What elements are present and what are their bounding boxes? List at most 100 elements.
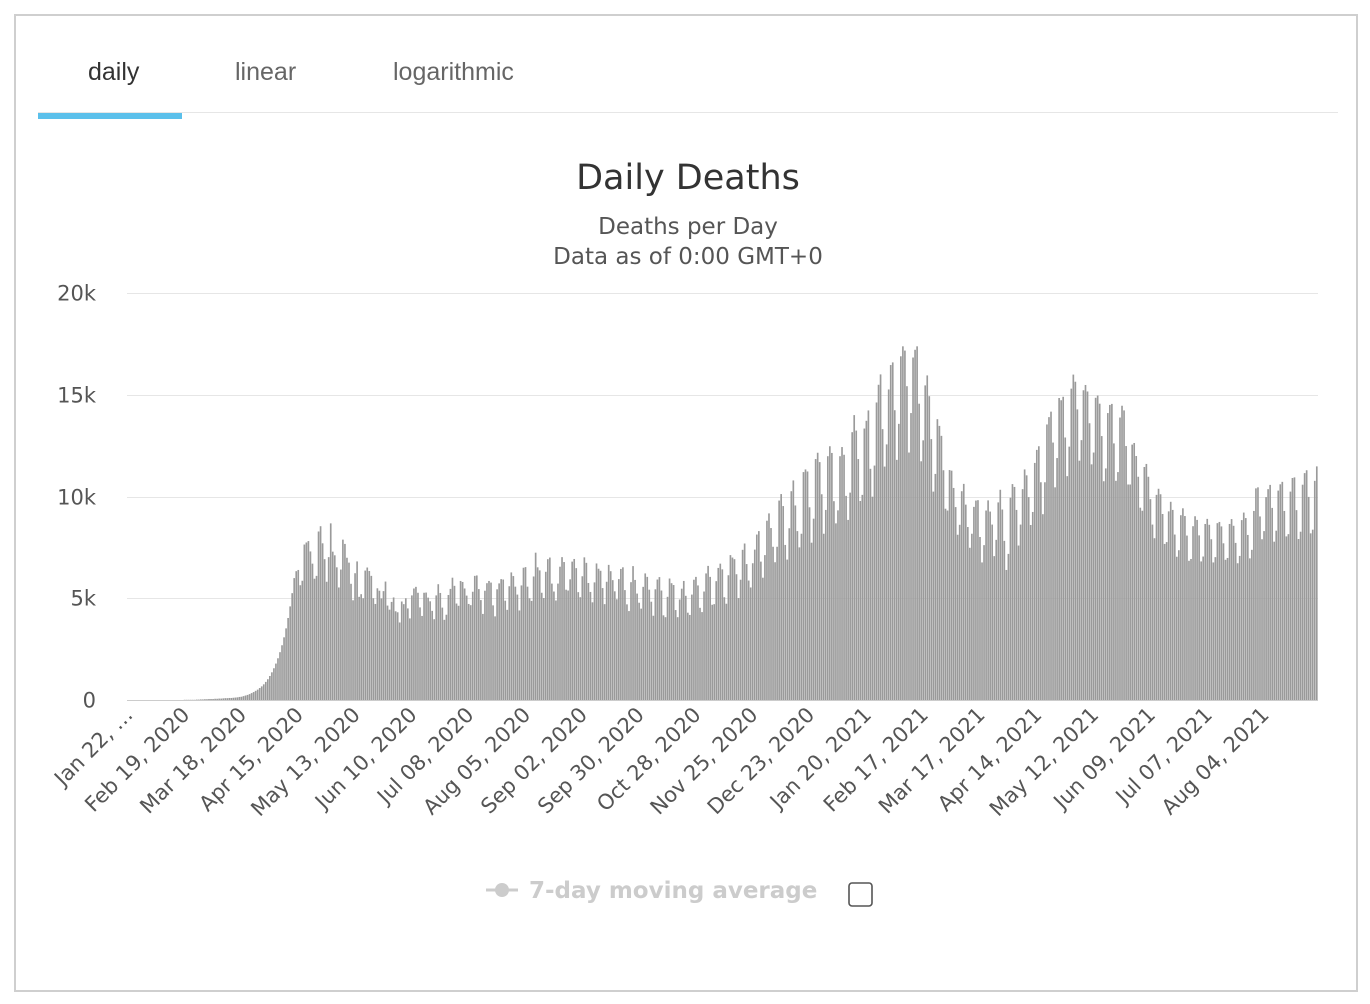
bar[interactable]: [790, 491, 793, 700]
bar[interactable]: [492, 605, 494, 700]
bar[interactable]: [299, 585, 302, 700]
bar[interactable]: [962, 483, 965, 700]
bar[interactable]: [516, 594, 519, 700]
bar[interactable]: [1074, 381, 1077, 700]
bar[interactable]: [1013, 486, 1016, 700]
bar[interactable]: [506, 609, 509, 700]
bar[interactable]: [463, 588, 466, 700]
bar[interactable]: [273, 668, 275, 700]
bar[interactable]: [335, 567, 338, 700]
bar[interactable]: [484, 590, 486, 700]
bar[interactable]: [1255, 488, 1257, 700]
bar[interactable]: [256, 689, 259, 700]
bar[interactable]: [204, 699, 206, 700]
bar[interactable]: [922, 440, 925, 700]
bar[interactable]: [1042, 514, 1044, 700]
bar[interactable]: [1283, 510, 1286, 700]
bar[interactable]: [1115, 480, 1117, 700]
bar[interactable]: [431, 610, 433, 700]
bar[interactable]: [1127, 484, 1129, 700]
bar[interactable]: [1305, 470, 1308, 700]
bar[interactable]: [1167, 511, 1170, 700]
bar[interactable]: [847, 519, 849, 700]
bar[interactable]: [1111, 403, 1113, 700]
bar[interactable]: [788, 528, 791, 700]
bar[interactable]: [488, 580, 490, 700]
bar[interactable]: [366, 567, 369, 700]
bar[interactable]: [680, 588, 683, 700]
bar[interactable]: [737, 598, 740, 700]
bar[interactable]: [1238, 555, 1241, 700]
bar[interactable]: [755, 534, 758, 700]
bar[interactable]: [1275, 530, 1278, 700]
bar[interactable]: [1261, 539, 1263, 700]
bar[interactable]: [246, 694, 249, 700]
bar[interactable]: [421, 615, 423, 700]
bar[interactable]: [753, 549, 756, 700]
bar[interactable]: [437, 584, 440, 700]
bar[interactable]: [250, 693, 253, 700]
bar[interactable]: [707, 565, 709, 700]
bar[interactable]: [1017, 545, 1020, 700]
bar[interactable]: [887, 389, 890, 700]
bar[interactable]: [1001, 509, 1004, 700]
bar[interactable]: [920, 461, 922, 700]
bar[interactable]: [271, 672, 273, 700]
bar[interactable]: [954, 507, 957, 700]
bar[interactable]: [555, 600, 557, 700]
bar[interactable]: [1173, 534, 1176, 700]
bar[interactable]: [1163, 543, 1166, 700]
bar[interactable]: [1131, 444, 1133, 700]
bar[interactable]: [1025, 475, 1028, 700]
bar[interactable]: [987, 500, 989, 700]
bar[interactable]: [1096, 395, 1099, 700]
bar[interactable]: [232, 697, 235, 700]
bar[interactable]: [719, 563, 722, 700]
bar[interactable]: [561, 557, 563, 700]
bar[interactable]: [636, 593, 638, 700]
bar[interactable]: [749, 587, 752, 700]
bar[interactable]: [1147, 476, 1150, 700]
bar[interactable]: [1171, 509, 1174, 700]
bar[interactable]: [1129, 484, 1131, 700]
bar[interactable]: [200, 699, 202, 700]
tab-daily[interactable]: daily: [88, 58, 140, 86]
bar[interactable]: [293, 578, 296, 700]
bar[interactable]: [914, 349, 916, 700]
bar[interactable]: [504, 600, 507, 700]
bar[interactable]: [733, 559, 736, 700]
bar[interactable]: [1194, 516, 1196, 700]
bar[interactable]: [717, 567, 720, 700]
bar[interactable]: [585, 562, 588, 700]
bar[interactable]: [622, 567, 624, 700]
bar[interactable]: [843, 454, 845, 700]
bar[interactable]: [841, 447, 843, 700]
bar[interactable]: [287, 617, 289, 700]
bar[interactable]: [1271, 507, 1273, 700]
bar[interactable]: [317, 531, 320, 701]
bar[interactable]: [417, 592, 419, 700]
bar[interactable]: [275, 663, 277, 700]
bar[interactable]: [910, 413, 912, 700]
bar[interactable]: [208, 698, 210, 700]
bar[interactable]: [534, 552, 537, 700]
bar[interactable]: [607, 564, 610, 700]
bar[interactable]: [407, 608, 409, 700]
bar[interactable]: [384, 581, 387, 700]
bar[interactable]: [486, 583, 488, 700]
bar[interactable]: [327, 557, 330, 700]
bar[interactable]: [340, 569, 342, 700]
bar[interactable]: [565, 589, 567, 700]
bar[interactable]: [323, 559, 326, 700]
bar[interactable]: [425, 592, 427, 700]
bar[interactable]: [536, 567, 539, 700]
bar[interactable]: [1044, 482, 1046, 700]
bar[interactable]: [1123, 410, 1125, 700]
bar[interactable]: [467, 603, 470, 700]
bar[interactable]: [684, 595, 687, 700]
bar[interactable]: [936, 419, 939, 700]
bar[interactable]: [1082, 390, 1085, 700]
bar[interactable]: [1273, 541, 1276, 700]
bar[interactable]: [1301, 484, 1304, 700]
bar[interactable]: [950, 470, 953, 700]
